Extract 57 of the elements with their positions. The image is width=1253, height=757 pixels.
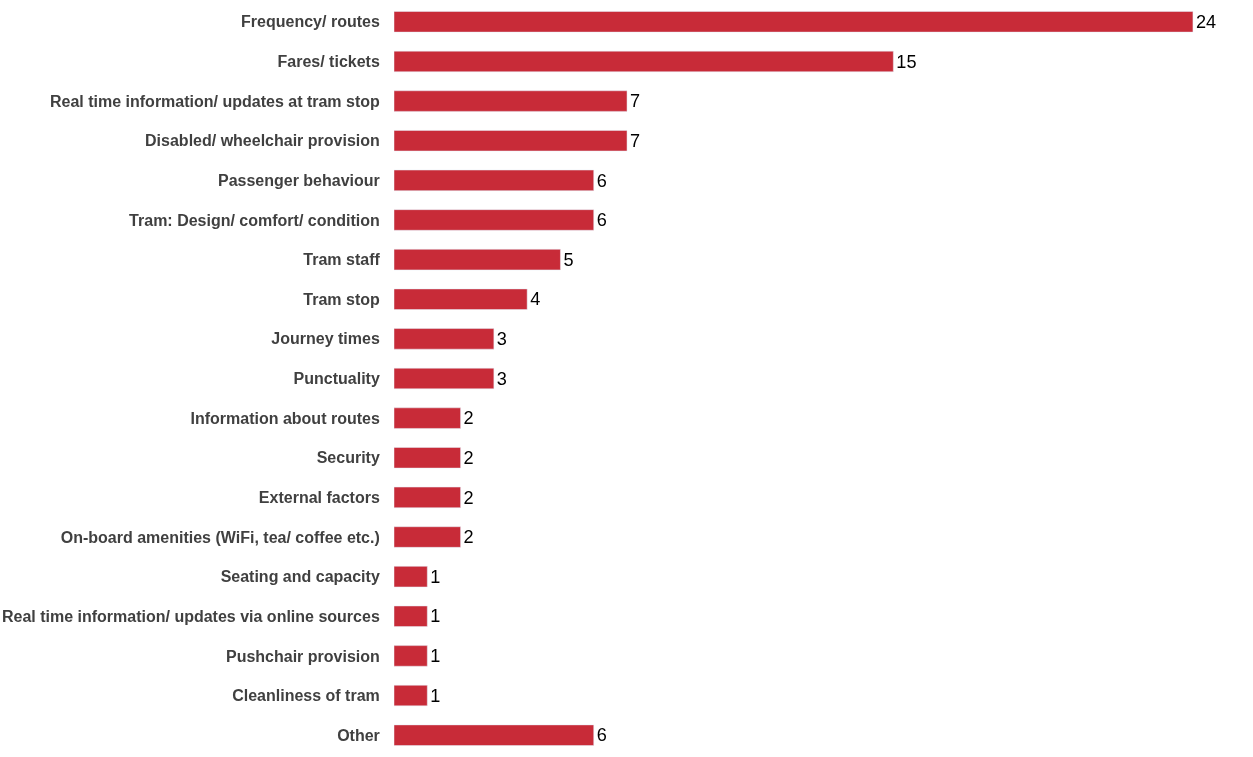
bar <box>394 328 495 350</box>
bar <box>394 209 594 231</box>
data-label: 2 <box>463 447 474 468</box>
y-tick-label: Tram stop <box>303 290 381 308</box>
bar <box>394 367 495 390</box>
bar <box>394 407 461 429</box>
data-label: 15 <box>896 51 917 72</box>
data-label: 3 <box>496 329 507 350</box>
y-tick-label: Real time information/ updates at tram stop <box>49 92 381 110</box>
data-label: 24 <box>1195 12 1217 32</box>
data-label: 1 <box>430 566 441 587</box>
bar <box>394 566 428 588</box>
data-label: 6 <box>596 725 607 746</box>
y-tick-label: Passenger behaviour <box>217 171 380 189</box>
data-label: 7 <box>630 91 641 112</box>
y-tick-label: Frequency/ routes <box>241 13 380 31</box>
y-tick-label: Fares/ tickets <box>277 53 380 71</box>
data-label: 1 <box>430 646 441 667</box>
y-tick-label: Information about routes <box>190 409 380 427</box>
y-tick-label: Security <box>316 449 380 467</box>
y-tick-label: External factors <box>258 488 380 506</box>
data-label: 2 <box>463 487 474 508</box>
data-label: 1 <box>430 606 441 627</box>
data-label: 3 <box>496 368 507 389</box>
y-tick-label: Pushchair provision <box>225 647 380 665</box>
y-tick-label: On-board amenities (WiFi, tea/ coffee etc.) <box>60 528 380 546</box>
y-tick-label: Tram: Design/ comfort/ condition <box>129 211 380 229</box>
y-tick-label: Seating and capacity <box>220 568 380 586</box>
data-label: 6 <box>596 210 607 231</box>
y-tick-label: Real time information/ updates via online sources <box>1 607 380 625</box>
bar <box>394 526 461 548</box>
data-label: 2 <box>463 527 474 548</box>
bar <box>394 90 628 112</box>
bar <box>394 11 1194 33</box>
bar <box>394 685 428 707</box>
data-label: 4 <box>530 289 541 310</box>
bar <box>394 447 461 469</box>
bar <box>394 249 561 271</box>
y-tick-label: Disabled/ wheelchair provision <box>145 132 380 150</box>
bar <box>394 288 528 310</box>
bar <box>394 50 894 72</box>
data-label: 6 <box>596 170 607 191</box>
data-label: 1 <box>430 685 441 706</box>
y-tick-label: Other <box>337 726 380 744</box>
y-tick-label: Tram staff <box>303 251 381 269</box>
data-label: 7 <box>630 130 641 151</box>
bar <box>394 605 428 627</box>
bar <box>394 130 628 152</box>
y-tick-label: Journey times <box>271 330 380 348</box>
data-label: 2 <box>463 408 474 429</box>
y-tick-label: Cleanliness of tram <box>232 687 380 705</box>
bar <box>394 645 428 667</box>
bar <box>394 724 594 746</box>
data-label: 5 <box>563 249 574 270</box>
y-tick-label: Punctuality <box>293 370 380 388</box>
bar <box>394 486 461 508</box>
bar <box>394 169 594 191</box>
